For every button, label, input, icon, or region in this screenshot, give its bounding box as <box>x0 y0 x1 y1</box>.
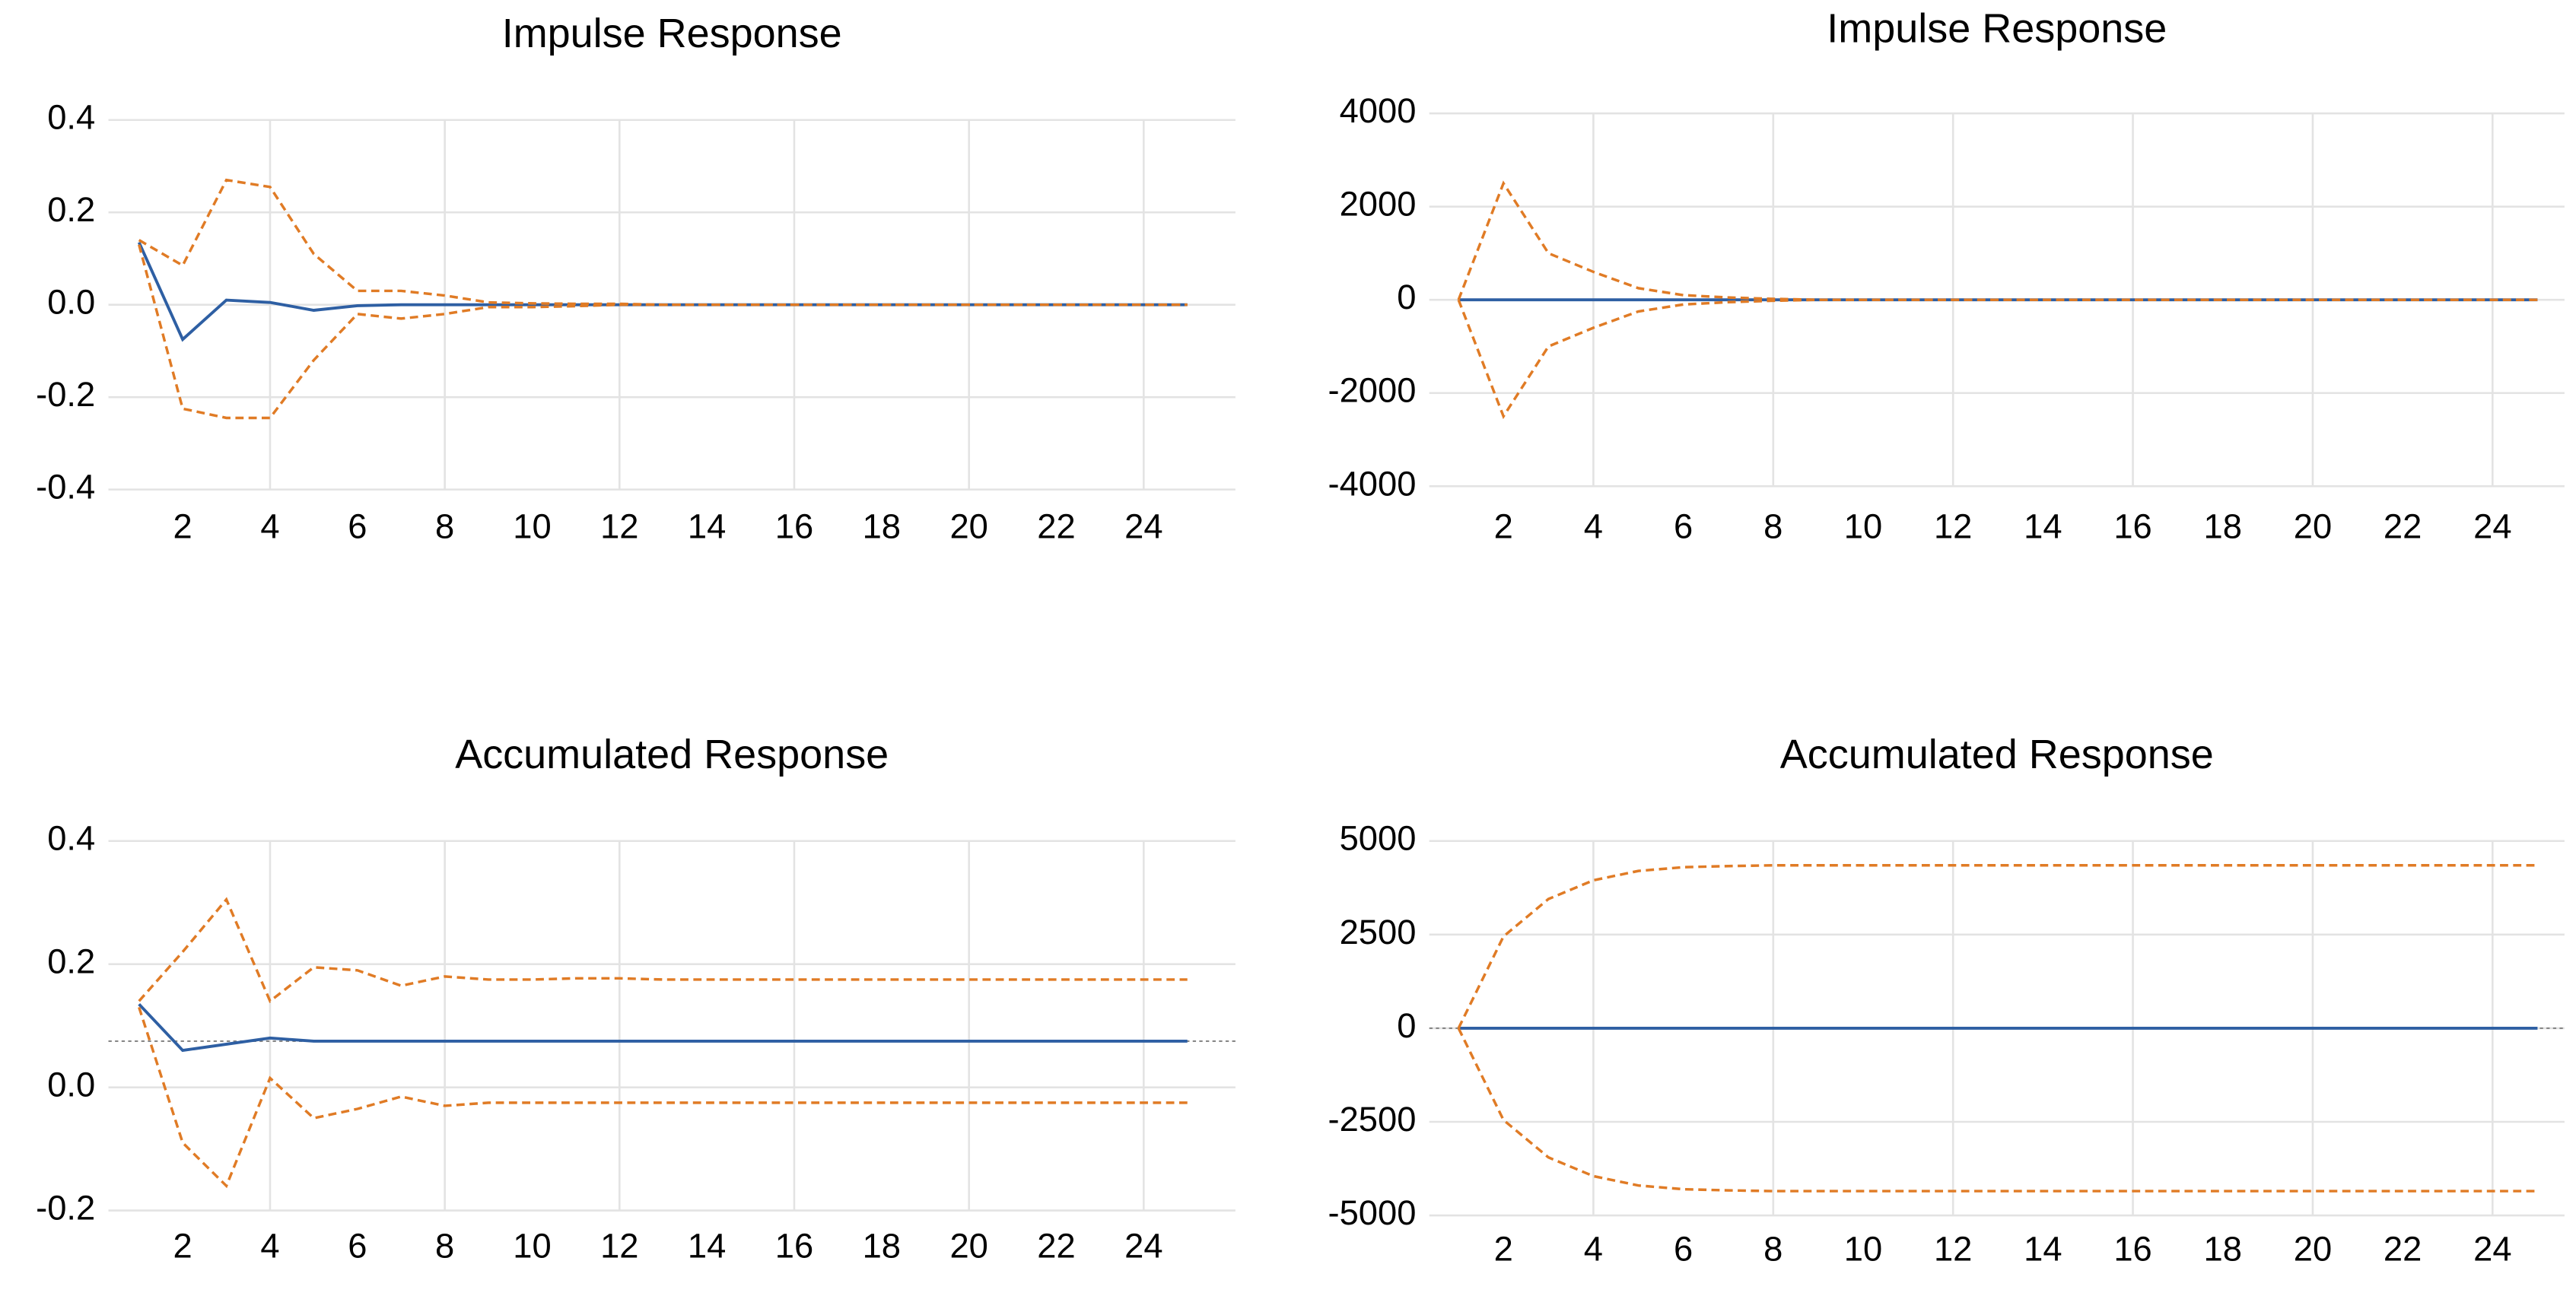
x-tick-label: 6 <box>1674 507 1693 545</box>
x-tick-label: 2 <box>1494 507 1513 545</box>
y-tick-label: 2000 <box>1340 185 1417 224</box>
x-tick-label: 16 <box>775 507 813 545</box>
x-tick-label: 16 <box>2113 507 2151 545</box>
y-tick-label: 0.2 <box>47 942 95 981</box>
x-tick-label: 24 <box>2473 1230 2511 1269</box>
confidence-band <box>1457 180 2538 301</box>
x-tick-label: 8 <box>435 1226 454 1265</box>
x-tick-label: 20 <box>2294 1230 2332 1269</box>
x-tick-label: 20 <box>2294 507 2332 545</box>
confidence-band <box>1457 864 2538 1029</box>
x-tick-label: 6 <box>348 507 367 545</box>
confidence-band <box>138 178 1188 307</box>
x-tick-label: 12 <box>600 1226 638 1265</box>
chart-title: Accumulated Response <box>1780 732 2214 777</box>
x-tick-label: 18 <box>863 507 901 545</box>
x-tick-label: 14 <box>688 507 726 545</box>
x-tick-label: 14 <box>2024 1230 2062 1269</box>
y-tick-label: -2500 <box>1328 1100 1416 1139</box>
confidence-band <box>138 244 1188 420</box>
y-tick-label: 0.0 <box>47 1066 95 1104</box>
x-tick-label: 4 <box>1584 1230 1603 1269</box>
x-tick-label: 22 <box>1037 507 1075 545</box>
y-tick-label: 0.4 <box>47 819 95 858</box>
confidence-band <box>1457 1028 2538 1193</box>
x-tick-label: 16 <box>2113 1230 2151 1269</box>
x-tick-label: 2 <box>173 1226 192 1265</box>
x-tick-label: 22 <box>2384 507 2422 545</box>
y-tick-label: 5000 <box>1340 819 1417 858</box>
x-tick-label: 18 <box>2204 1230 2242 1269</box>
x-tick-label: 10 <box>1844 507 1882 545</box>
x-tick-label: 8 <box>1763 1230 1783 1269</box>
y-tick-label: 0.4 <box>47 98 95 137</box>
response-line <box>137 241 1188 342</box>
confidence-band <box>138 897 1188 1004</box>
x-tick-label: 6 <box>1674 1230 1693 1269</box>
y-tick-label: 4000 <box>1340 91 1417 130</box>
y-tick-label: -5000 <box>1328 1193 1416 1232</box>
y-tick-label: -0.2 <box>36 375 95 414</box>
y-tick-label: -4000 <box>1328 464 1416 503</box>
x-tick-label: 2 <box>1494 1230 1513 1269</box>
x-tick-label: 8 <box>435 507 454 545</box>
y-tick-label: -0.4 <box>36 468 95 507</box>
confidence-band <box>1457 298 2538 420</box>
x-tick-label: 22 <box>2384 1230 2422 1269</box>
x-tick-label: 14 <box>2024 507 2062 545</box>
x-tick-label: 4 <box>260 507 279 545</box>
y-tick-label: 0 <box>1397 1006 1416 1045</box>
y-tick-label: -2000 <box>1328 371 1416 410</box>
y-tick-label: 2500 <box>1340 913 1417 951</box>
x-tick-label: 12 <box>600 507 638 545</box>
x-tick-label: 4 <box>1584 507 1603 545</box>
confidence-band <box>138 1006 1188 1189</box>
x-tick-label: 18 <box>863 1226 901 1265</box>
x-tick-label: 10 <box>513 1226 551 1265</box>
response-line <box>138 1003 1188 1053</box>
x-tick-label: 20 <box>949 1226 987 1265</box>
y-tick-label: 0.0 <box>47 283 95 322</box>
x-tick-label: 10 <box>513 507 551 545</box>
x-tick-label: 6 <box>348 1226 367 1265</box>
x-tick-label: 4 <box>260 1226 279 1265</box>
chart-title: Impulse Response <box>1827 5 2167 51</box>
x-tick-label: 24 <box>1124 507 1162 545</box>
x-tick-label: 8 <box>1763 507 1783 545</box>
x-tick-label: 2 <box>173 507 192 545</box>
chart-title: Impulse Response <box>502 11 842 56</box>
x-tick-label: 12 <box>1934 1230 1972 1269</box>
x-tick-label: 12 <box>1934 507 1972 545</box>
y-tick-label: -0.2 <box>36 1189 95 1228</box>
x-tick-label: 16 <box>775 1226 813 1265</box>
x-tick-label: 10 <box>1844 1230 1882 1269</box>
x-tick-label: 20 <box>949 507 987 545</box>
x-tick-label: 18 <box>2204 507 2242 545</box>
x-tick-label: 14 <box>688 1226 726 1265</box>
y-tick-label: 0 <box>1397 278 1416 316</box>
x-tick-label: 22 <box>1037 1226 1075 1265</box>
x-tick-label: 24 <box>2473 507 2511 545</box>
x-tick-label: 24 <box>1124 1226 1162 1265</box>
y-tick-label: 0.2 <box>47 190 95 229</box>
chart-title: Accumulated Response <box>455 732 889 777</box>
